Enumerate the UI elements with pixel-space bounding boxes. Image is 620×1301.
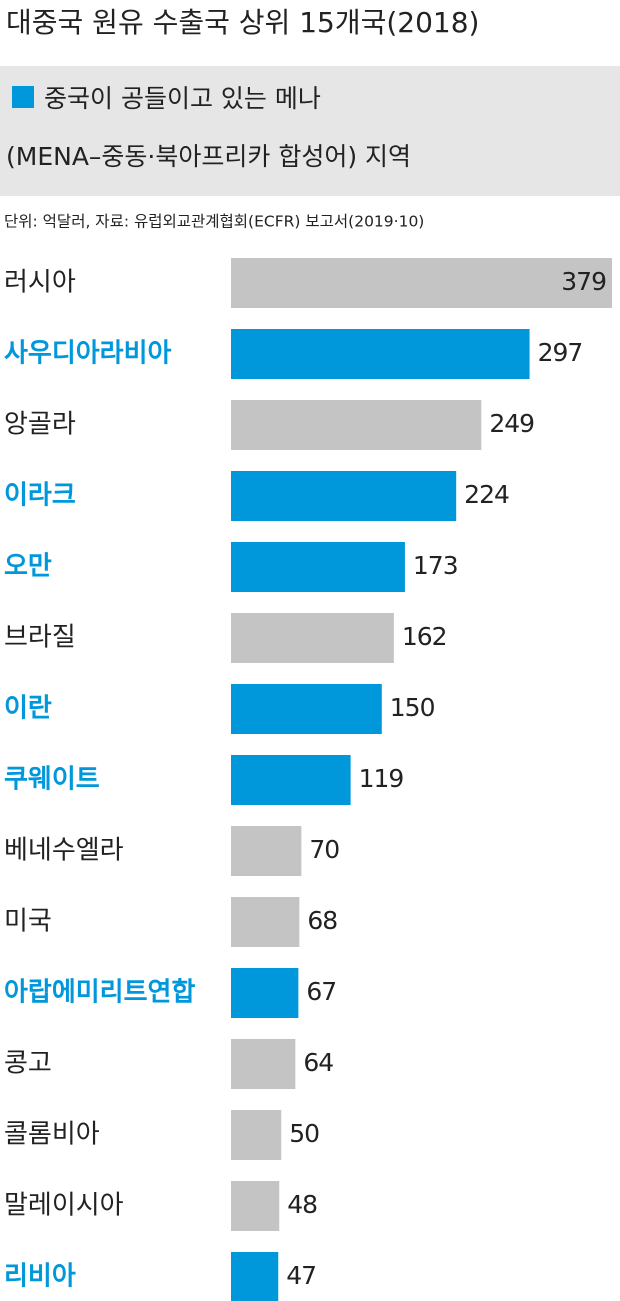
bar	[231, 1039, 296, 1089]
value-label: 150	[390, 693, 435, 722]
value-label: 50	[289, 1119, 319, 1148]
bar	[231, 258, 612, 308]
category-label: 콜롬비아	[4, 1120, 100, 1150]
bar	[231, 613, 394, 663]
category-label: 리비아	[4, 1262, 76, 1292]
value-label: 48	[287, 1190, 317, 1219]
value-label: 119	[359, 764, 404, 793]
category-label: 앙골라	[4, 410, 76, 440]
bar	[231, 329, 530, 379]
category-label: 베네수엘라	[4, 836, 124, 866]
bar	[231, 826, 302, 876]
category-label: 브라질	[4, 623, 76, 653]
value-label: 297	[538, 338, 583, 367]
bar	[231, 1252, 279, 1301]
category-label: 쿠웨이트	[4, 765, 100, 795]
bar	[231, 897, 300, 947]
legend-swatch	[12, 86, 34, 108]
category-label: 오만	[4, 552, 52, 582]
bar	[231, 1181, 280, 1231]
bar	[231, 968, 299, 1018]
value-label: 67	[306, 977, 336, 1006]
value-label: 224	[464, 480, 509, 509]
note: 단위: 억달러, 자료: 유럽외교관계협회(ECFR) 보고서(2019·10)	[4, 213, 424, 231]
category-label: 사우디아라비아	[4, 339, 172, 369]
value-label: 379	[561, 267, 606, 296]
value-label: 162	[402, 622, 447, 651]
category-label: 이라크	[4, 481, 76, 511]
value-label: 249	[489, 409, 534, 438]
category-label: 콩고	[4, 1049, 52, 1079]
category-label: 이란	[4, 694, 52, 724]
category-label: 아랍에미리트연합	[4, 978, 195, 1008]
bar	[231, 755, 351, 805]
legend-label: (MENA–중동·북아프리카 합성어) 지역	[6, 142, 411, 171]
legend-box	[0, 66, 620, 196]
bar	[231, 684, 382, 734]
bar	[231, 542, 405, 592]
bar	[231, 1110, 282, 1160]
category-label: 러시아	[4, 268, 76, 298]
category-label: 말레이시아	[4, 1191, 124, 1221]
bar	[231, 471, 457, 521]
value-label: 173	[413, 551, 458, 580]
value-label: 68	[307, 906, 337, 935]
value-label: 47	[286, 1261, 316, 1290]
bar	[231, 400, 482, 450]
legend-label: 중국이 공들이고 있는 메나	[44, 84, 321, 113]
value-label: 70	[309, 835, 339, 864]
value-label: 64	[303, 1048, 333, 1077]
category-label: 미국	[4, 907, 52, 937]
chart-title: 대중국 원유 수출국 상위 15개국(2018)	[6, 6, 479, 39]
